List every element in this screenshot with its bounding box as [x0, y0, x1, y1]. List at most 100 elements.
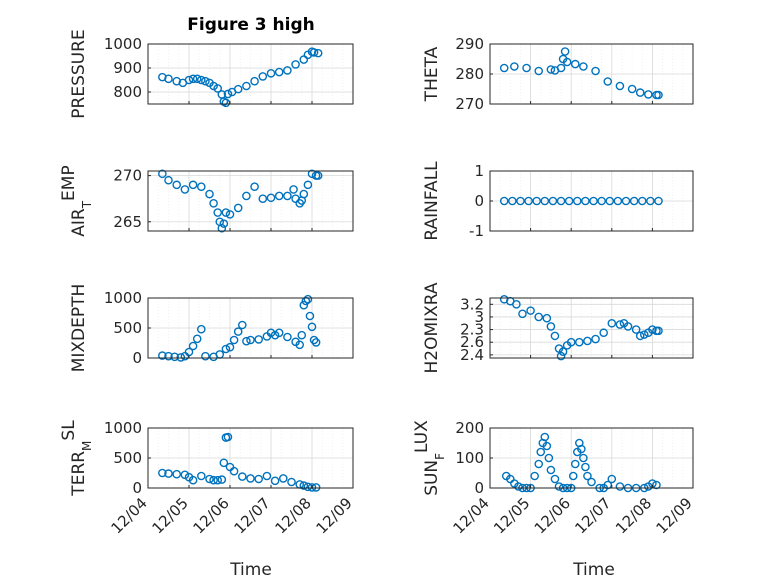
- data-point: [188, 180, 198, 190]
- data-point: [546, 322, 556, 331]
- data-point: [591, 334, 600, 344]
- data-point: [201, 76, 210, 86]
- data-point: [597, 196, 606, 206]
- x-tick-label: 12/04: [450, 494, 493, 537]
- data-point: [644, 90, 653, 99]
- data-point: [291, 60, 300, 69]
- data-point: [246, 474, 255, 483]
- data-point: [635, 331, 645, 341]
- data-point: [196, 182, 206, 191]
- data-point: [510, 62, 519, 71]
- data-point: [629, 196, 639, 206]
- y-tick-label: 265: [113, 213, 142, 231]
- y-tick-label: 0: [474, 479, 484, 497]
- data-point: [508, 196, 517, 206]
- data-point: [164, 175, 173, 185]
- data-point: [560, 47, 570, 56]
- data-point: [258, 194, 268, 203]
- data-point: [546, 465, 556, 475]
- data-point: [648, 325, 657, 334]
- data-point: [299, 300, 309, 310]
- data-point: [213, 208, 222, 217]
- data-point: [297, 330, 307, 340]
- data-point: [254, 335, 264, 344]
- data-point: [229, 466, 239, 476]
- data-point: [205, 189, 214, 199]
- data-point: [615, 320, 625, 329]
- data-point: [196, 324, 206, 334]
- x-tick-label: 12/08: [272, 494, 315, 537]
- data-point: [299, 189, 309, 199]
- data-point: [311, 338, 321, 347]
- data-point: [209, 475, 218, 485]
- subplot-h2omixra: 2.42.62.333.2 H2OMIXRA: [422, 282, 694, 374]
- data-point: [540, 432, 550, 442]
- data-point: [217, 223, 227, 233]
- data-point: [514, 482, 523, 491]
- y-axis-label: SUNFLUX: [412, 420, 447, 496]
- y-tick-label: 100: [455, 449, 484, 467]
- data-point: [589, 196, 598, 206]
- axes-box: [147, 43, 354, 105]
- x-tick-label: 12/06: [190, 494, 233, 537]
- data-point: [615, 482, 625, 491]
- y-tick-label: 280: [455, 65, 484, 83]
- y-axis-label: THETA: [422, 46, 442, 102]
- data-point: [188, 74, 198, 84]
- subplot-mixdepth: 0 500 1000 MIXDEPTH: [69, 284, 354, 373]
- x-tick-label: 12/07: [571, 494, 614, 537]
- data-point: [575, 337, 584, 347]
- data-point: [287, 477, 296, 487]
- data-point: [192, 74, 202, 84]
- data-point: [556, 63, 566, 73]
- subplot-pressure: 800 900 1000 PRESSURE: [69, 29, 354, 119]
- y-tick-label: 1000: [104, 289, 142, 307]
- data-point: [213, 475, 222, 485]
- data-point: [577, 444, 586, 454]
- data-point: [217, 475, 227, 484]
- y-tick-label: 500: [113, 319, 142, 337]
- y-tick-label: 200: [455, 419, 484, 437]
- data-point: [196, 75, 206, 85]
- data-point: [246, 335, 255, 345]
- data-point: [654, 326, 663, 336]
- data-point: [221, 344, 231, 354]
- data-point: [550, 474, 560, 484]
- data-point: [309, 48, 319, 57]
- data-point: [164, 469, 173, 478]
- data-point: [540, 196, 550, 206]
- data-point: [591, 66, 600, 76]
- data-point: [526, 306, 535, 315]
- data-point: [158, 351, 167, 360]
- data-point: [158, 468, 167, 478]
- data-point: [524, 196, 533, 206]
- data-point: [295, 340, 305, 350]
- y-axis-label: PRESSURE: [69, 29, 89, 118]
- data-point: [570, 59, 580, 69]
- data-point: [516, 196, 525, 206]
- data-point: [512, 300, 521, 309]
- data-point: [587, 477, 596, 487]
- data-point: [607, 474, 617, 484]
- data-point: [631, 325, 641, 334]
- data-point: [274, 67, 284, 77]
- data-point: [266, 68, 276, 78]
- data-point: [213, 84, 222, 93]
- subplot-theta: 270 280 290 THETA: [422, 35, 694, 113]
- data-point: [544, 453, 554, 463]
- data-point: [313, 48, 323, 58]
- data-point: [635, 88, 645, 97]
- data-point: [188, 341, 198, 351]
- y-axis-label: MIXDEPTH: [69, 284, 89, 373]
- data-point: [219, 458, 229, 468]
- data-point: [225, 210, 235, 219]
- x-tick-label: 12/08: [612, 494, 655, 537]
- data-point: [313, 171, 323, 180]
- data-point: [534, 66, 544, 76]
- y-tick-label: 2.6: [460, 333, 484, 351]
- data-point: [583, 471, 592, 481]
- data-point: [233, 327, 243, 336]
